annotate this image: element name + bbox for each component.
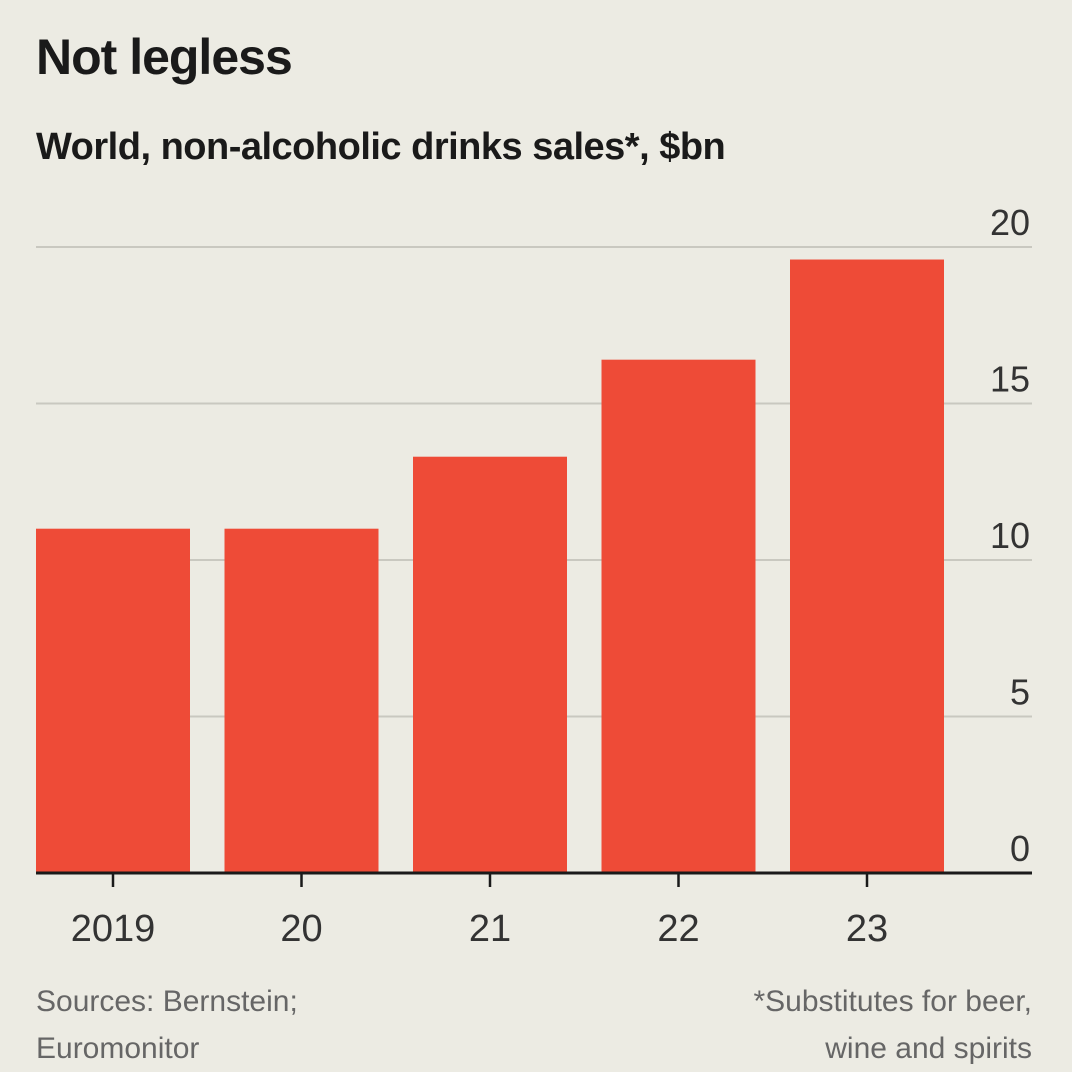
x-tick-label: 21 <box>469 908 511 950</box>
x-tick-label: 20 <box>280 908 322 950</box>
bar-23 <box>790 259 944 873</box>
x-tick-label: 2019 <box>71 908 156 950</box>
x-tick-label: 23 <box>846 908 888 950</box>
chart-subtitle: World, non-alcoholic drinks sales*, $bn <box>36 126 726 168</box>
footnote: *Substitutes for beer, wine and spirits <box>753 985 1033 1065</box>
y-tick-label: 5 <box>1010 672 1030 713</box>
y-tick-label: 10 <box>990 515 1030 556</box>
x-tick-label: 22 <box>657 908 699 950</box>
y-tick-label: 0 <box>1010 828 1030 869</box>
bars <box>36 259 944 873</box>
bar-20 <box>224 528 379 873</box>
bar-21 <box>413 456 567 873</box>
x-axis-ticks: 2019 20 21 22 23 <box>71 873 888 950</box>
bar-2019 <box>36 528 190 873</box>
chart-title: Not legless <box>36 29 293 85</box>
source-note: Sources: Bernstein; Euromonitor <box>36 985 298 1065</box>
y-axis-ticks: 0 5 10 15 20 <box>990 202 1030 869</box>
y-tick-label: 20 <box>990 202 1030 243</box>
bar-22 <box>601 359 756 873</box>
y-tick-label: 15 <box>990 359 1030 400</box>
